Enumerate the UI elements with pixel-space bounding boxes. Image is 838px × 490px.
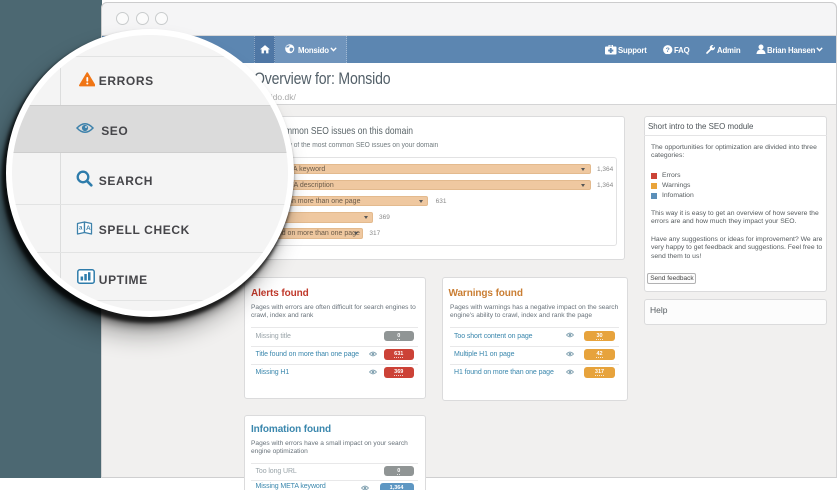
svg-text:a: a xyxy=(79,225,83,231)
svg-text:A: A xyxy=(86,225,91,232)
svg-text:?: ? xyxy=(666,47,670,54)
